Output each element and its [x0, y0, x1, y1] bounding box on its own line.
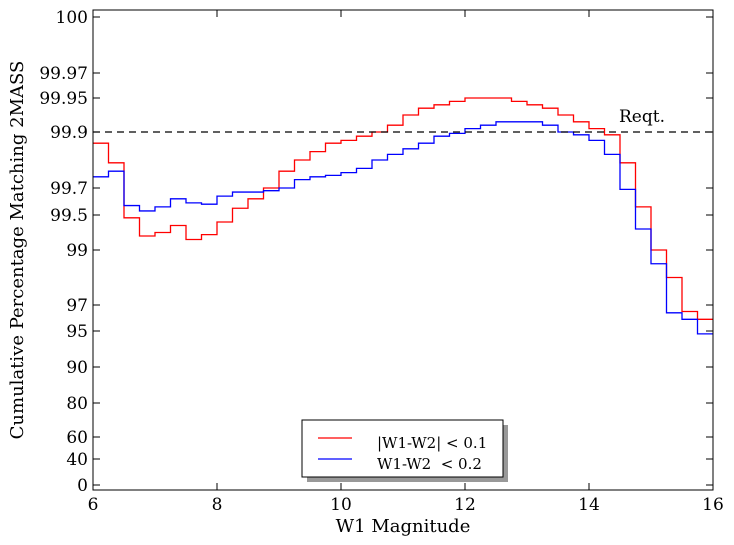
x-tick-label: 16 [702, 495, 724, 515]
y-tick-label: 95 [66, 322, 88, 342]
x-tick-label: 10 [330, 495, 352, 515]
x-tick-label: 12 [454, 495, 476, 515]
y-tick-label: 100 [56, 8, 88, 28]
y-axis-title: Cumulative Percentage Matching 2MASS [7, 61, 28, 440]
plot-frame [92, 9, 714, 491]
x-tick-label: 14 [578, 495, 600, 515]
y-tick-label: 60 [66, 428, 88, 448]
x-tick-label: 8 [212, 495, 223, 515]
legend: |W1-W2| < 0.1 W1-W2 < 0.2 [301, 419, 508, 482]
y-tick-label: 80 [66, 394, 88, 414]
reference-label: Reqt. [619, 107, 665, 127]
series-2-line [93, 121, 713, 335]
y-tick-label: 0 [77, 476, 88, 496]
y-tick-label: 99.5 [50, 206, 88, 226]
y-tick-label: 99 [66, 241, 88, 261]
y-tick-label: 97 [66, 296, 88, 316]
y-tick-label: 99.7 [50, 179, 88, 199]
legend-label-series-2: W1-W2 < 0.2 [377, 455, 482, 473]
y-tick-label: 99.97 [39, 64, 88, 84]
y-tick-label: 90 [66, 358, 88, 378]
y-tick-label: 99.95 [39, 89, 88, 109]
series-1-line [93, 97, 713, 320]
legend-box [301, 419, 504, 478]
legend-label-series-1: |W1-W2| < 0.1 [377, 434, 487, 452]
x-axis-title: W1 Magnitude [336, 516, 471, 537]
x-tick-label: 6 [88, 495, 99, 515]
y-tick-label: 99.9 [50, 123, 88, 143]
y-tick-label: 40 [66, 450, 88, 470]
